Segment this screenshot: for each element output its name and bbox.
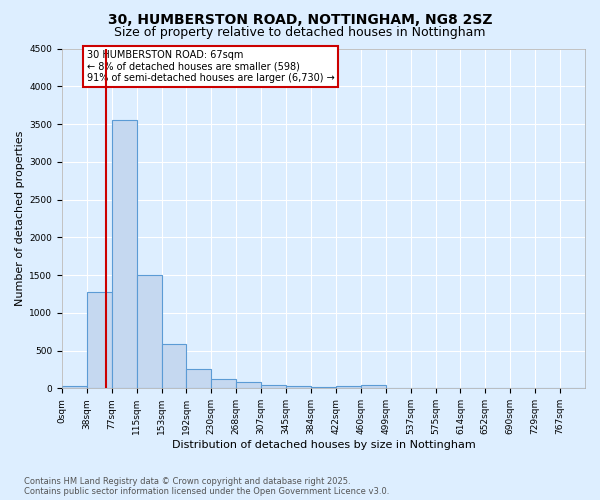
Text: 30 HUMBERSTON ROAD: 67sqm
← 8% of detached houses are smaller (598)
91% of semi-: 30 HUMBERSTON ROAD: 67sqm ← 8% of detach…	[87, 50, 335, 83]
X-axis label: Distribution of detached houses by size in Nottingham: Distribution of detached houses by size …	[172, 440, 475, 450]
Bar	[187, 370, 211, 388]
Bar	[112, 120, 137, 388]
Bar	[236, 382, 261, 388]
Bar	[336, 386, 361, 388]
Y-axis label: Number of detached properties: Number of detached properties	[15, 130, 25, 306]
Text: Contains HM Land Registry data © Crown copyright and database right 2025.: Contains HM Land Registry data © Crown c…	[24, 477, 350, 486]
Bar	[211, 380, 236, 388]
Bar	[286, 386, 311, 388]
Bar	[137, 275, 161, 388]
Bar	[161, 344, 187, 389]
Bar	[87, 292, 112, 388]
Text: Size of property relative to detached houses in Nottingham: Size of property relative to detached ho…	[114, 26, 486, 39]
Text: 30, HUMBERSTON ROAD, NOTTINGHAM, NG8 2SZ: 30, HUMBERSTON ROAD, NOTTINGHAM, NG8 2SZ	[108, 12, 492, 26]
Bar	[311, 386, 336, 388]
Text: Contains public sector information licensed under the Open Government Licence v3: Contains public sector information licen…	[24, 487, 389, 496]
Bar	[62, 386, 87, 388]
Bar	[361, 386, 386, 388]
Bar	[261, 384, 286, 388]
